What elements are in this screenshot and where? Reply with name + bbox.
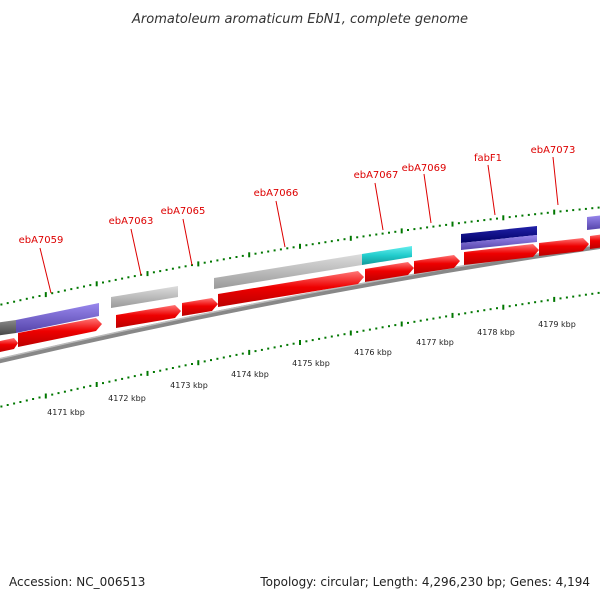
gene-block-fabF1[interactable]: [461, 226, 537, 243]
cds-arrow-7[interactable]: [414, 255, 460, 274]
gene-track: [0, 215, 600, 336]
scale-label: 4177 kbp: [416, 338, 454, 347]
cds-arrow-8[interactable]: [464, 244, 539, 265]
scale-label: 4174 kbp: [231, 370, 269, 379]
gene-block-edge-right[interactable]: [587, 215, 600, 230]
label-line-ebA7073: [552, 156, 559, 206]
scale-label: 4172 kbp: [108, 394, 146, 403]
gene-label[interactable]: ebA7069: [402, 163, 447, 174]
scale-label: 4176 kbp: [354, 348, 392, 357]
scale-label: 4178 kbp: [477, 328, 515, 337]
accession-text: Accession: NC_006513: [9, 575, 145, 589]
cds-arrow-6[interactable]: [365, 262, 414, 282]
cds-arrow-1[interactable]: [0, 338, 18, 353]
map-title: Aromatoleum aromaticum EbN1, complete ge…: [131, 12, 468, 27]
label-line-ebA7063: [130, 228, 142, 276]
gene-block-ebA7063[interactable]: [111, 286, 178, 308]
scale-label: 4175 kbp: [292, 359, 330, 368]
cds-arrow-4[interactable]: [182, 298, 218, 316]
cds-arrow-10[interactable]: [590, 234, 600, 249]
cds-arrow-2[interactable]: [18, 318, 102, 347]
gene-block-ebA7059[interactable]: [16, 303, 99, 333]
label-line-ebA7069: [423, 173, 432, 224]
label-line-ebA7065: [182, 218, 193, 266]
gene-label[interactable]: fabF1: [474, 153, 502, 164]
scale-labels: 4171 kbp 4172 kbp 4173 kbp 4174 kbp 4175…: [47, 320, 576, 417]
gene-label-lines: [39, 156, 559, 294]
cds-track: [0, 234, 600, 353]
cds-arrow-5[interactable]: [218, 271, 364, 307]
gene-labels: ebA7059 ebA7063 ebA7065 ebA7066 ebA7067 …: [19, 145, 576, 246]
cds-arrow-3[interactable]: [116, 305, 181, 328]
outer-tick-track: [0, 206, 600, 306]
gene-label[interactable]: ebA7073: [531, 145, 576, 156]
label-line-ebA7059: [39, 247, 52, 294]
gene-block-ebA7067[interactable]: [362, 246, 412, 265]
scale-label: 4179 kbp: [538, 320, 576, 329]
genome-summary-text: Topology: circular; Length: 4,296,230 bp…: [259, 575, 590, 589]
gene-block-dark[interactable]: [0, 320, 16, 336]
gene-label[interactable]: ebA7063: [109, 216, 154, 227]
gene-label[interactable]: ebA7065: [161, 206, 206, 217]
gene-block-ebA7066[interactable]: [214, 254, 362, 289]
gene-label[interactable]: ebA7066: [254, 188, 299, 199]
scale-label: 4173 kbp: [170, 381, 208, 390]
gene-label[interactable]: ebA7067: [354, 170, 399, 181]
scale-label: 4171 kbp: [47, 408, 85, 417]
gene-block-fabF1-lower[interactable]: [461, 235, 537, 250]
cds-arrow-9[interactable]: [539, 238, 589, 256]
gene-label[interactable]: ebA7059: [19, 235, 64, 246]
label-line-fabF1: [487, 164, 496, 216]
genome-backbone: [0, 243, 600, 364]
label-line-ebA7067: [374, 182, 384, 231]
inner-tick-track: [0, 291, 600, 408]
label-line-ebA7066: [275, 200, 286, 248]
